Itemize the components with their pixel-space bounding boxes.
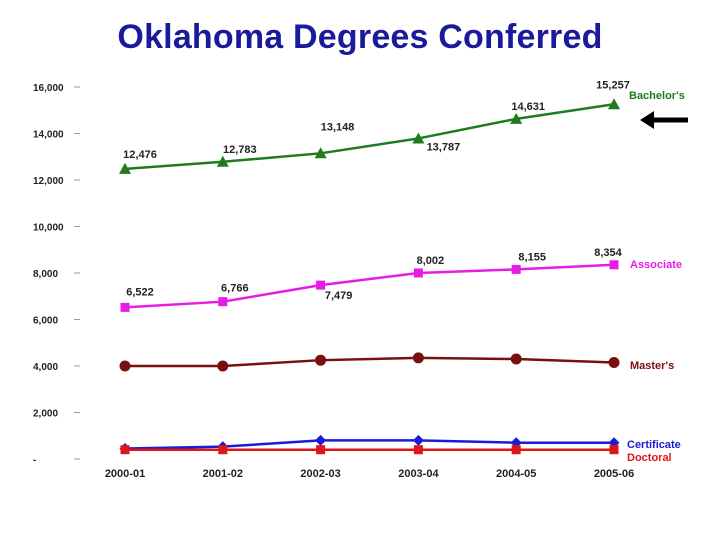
series-doctoral <box>120 445 619 455</box>
data-point <box>216 155 229 167</box>
series-label: Certificate <box>627 439 681 451</box>
series-line <box>124 439 614 450</box>
data-point <box>413 268 423 278</box>
data-label: 8,002 <box>417 255 445 267</box>
data-point <box>218 445 228 455</box>
data-point <box>120 302 130 312</box>
y-tick-label: 4,000 <box>33 362 58 373</box>
series-associate <box>120 260 619 312</box>
data-point <box>510 353 522 365</box>
data-point <box>119 360 131 372</box>
data-label: 8,354 <box>594 247 622 259</box>
data-label: 13,148 <box>321 121 355 133</box>
data-point <box>218 297 228 307</box>
data-point <box>413 445 423 455</box>
data-label: 7,479 <box>325 290 353 302</box>
data-point <box>315 354 327 366</box>
x-tick-label: 2003-04 <box>398 468 439 480</box>
series-label: Associate <box>630 259 682 271</box>
data-label: 15,257 <box>596 79 630 91</box>
data-label: 13,787 <box>427 141 461 153</box>
data-point <box>315 434 327 446</box>
data-point <box>120 445 130 455</box>
data-point <box>316 445 326 455</box>
data-label: 12,476 <box>123 149 157 161</box>
axes: - 2,000 4,000 6,000 8,000 10,000 12,000 14,000 1… <box>33 83 634 480</box>
series-layer <box>119 98 620 455</box>
series-master-s <box>119 352 620 372</box>
series-bachelor-s <box>119 98 620 174</box>
data-point <box>412 434 424 446</box>
labels-layer: 12,476 12,783 13,148 13,787 14,631 15,257Bach… <box>123 79 685 464</box>
x-tick-label: 2001-02 <box>203 468 243 480</box>
data-label: 8,155 <box>518 251 546 263</box>
series-label: Doctoral <box>627 452 672 464</box>
data-label: 14,631 <box>511 101 545 113</box>
chart-title: Oklahoma Degrees Conferred <box>117 18 603 56</box>
y-tick-label: 10,000 <box>33 223 64 234</box>
data-label: 6,522 <box>126 286 154 298</box>
x-tick-label: 2002-03 <box>300 468 340 480</box>
data-point <box>609 445 619 455</box>
data-point <box>608 98 620 110</box>
y-tick-label: 14,000 <box>33 130 64 141</box>
data-point <box>609 260 619 270</box>
data-point <box>314 147 327 159</box>
data-point <box>511 264 521 274</box>
y-tick-label: 12,000 <box>33 176 64 187</box>
series-certificate <box>119 434 620 455</box>
y-tick-label: 16,000 <box>33 83 64 94</box>
series-line <box>124 263 615 309</box>
data-point <box>412 132 425 144</box>
data-point <box>316 280 326 290</box>
data-point <box>510 112 523 124</box>
y-tick-label: 6,000 <box>33 316 58 327</box>
series-label: Bachelor's <box>629 90 685 102</box>
data-point <box>412 352 424 364</box>
data-label: 12,783 <box>223 144 257 156</box>
series-label: Master's <box>630 360 674 372</box>
data-point <box>217 360 229 372</box>
y-tick-label: 2,000 <box>33 409 58 420</box>
data-label: 6,766 <box>221 283 249 295</box>
x-tick-label: 2004-05 <box>496 468 536 480</box>
x-tick-label: 2005-06 <box>594 468 634 480</box>
y-tick-label: - <box>33 455 36 466</box>
y-tick-label: 8,000 <box>33 269 58 280</box>
series-line <box>125 356 615 368</box>
series-line <box>124 103 615 171</box>
data-point <box>608 357 620 369</box>
x-tick-label: 2000-01 <box>105 468 145 480</box>
data-point <box>511 445 521 455</box>
bachelors-arrow-icon <box>640 111 688 129</box>
data-point <box>119 162 131 174</box>
